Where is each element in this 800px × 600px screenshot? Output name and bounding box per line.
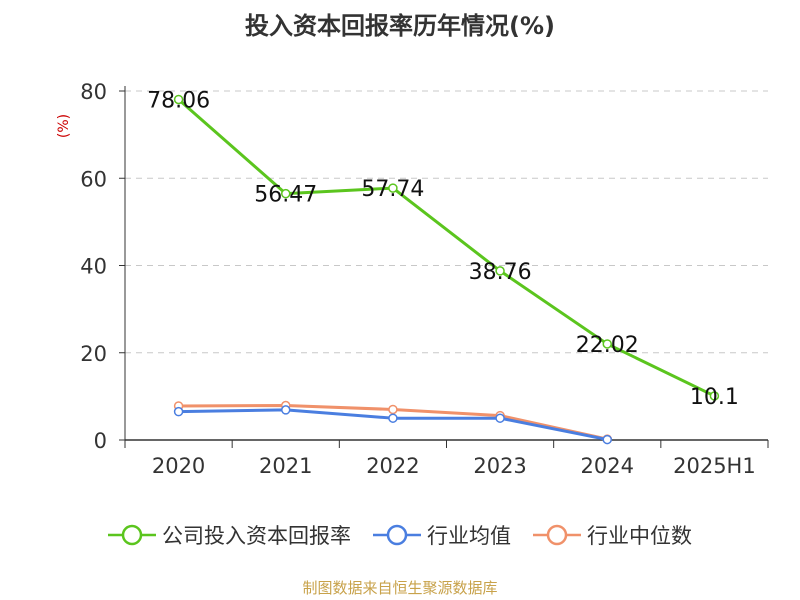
legend-marker-icon: [108, 524, 156, 546]
data-point-0-3: [495, 266, 505, 276]
legend-item-2[interactable]: 行业中位数: [533, 520, 692, 550]
chart-title: 投入资本回报率历年情况(%): [245, 12, 555, 40]
x-tick-label-2025H1: 2025H1: [673, 454, 756, 478]
x-tick-label-2022: 2022: [366, 454, 419, 478]
data-label-4: 22.02: [576, 333, 639, 358]
series-line-0: [177, 98, 716, 398]
data-label-2: 57.74: [361, 177, 424, 202]
data-point-1-3: [495, 413, 505, 423]
legend-item-0[interactable]: 公司投入资本回报率: [108, 520, 351, 550]
y-axis-label: (%): [56, 114, 72, 138]
x-tick-label-2021: 2021: [259, 454, 312, 478]
data-point-0-2: [388, 183, 398, 193]
y-tick-label-20: 20: [80, 342, 107, 366]
data-label-3: 38.76: [469, 260, 532, 285]
data-point-1-4: [602, 434, 612, 445]
data-label-5: 10.1: [690, 385, 739, 410]
x-tick-label-2020: 2020: [152, 454, 205, 478]
source-note: 制图数据来自恒生聚源数据库: [302, 579, 498, 597]
data-point-1-0: [173, 406, 184, 417]
data-point-1-1: [281, 405, 291, 415]
legend-item-1[interactable]: 行业均值: [373, 520, 511, 550]
y-tick-label-0: 0: [94, 429, 107, 453]
y-tick-label-40: 40: [80, 255, 107, 279]
x-tick-label-2024: 2024: [581, 454, 634, 478]
data-point-0-1: [281, 188, 291, 199]
y-tick-label-60: 60: [80, 167, 107, 191]
y-tick-label-80: 80: [80, 80, 107, 104]
data-point-0-5: [709, 391, 720, 401]
data-point-2-2: [388, 404, 398, 415]
legend: 公司投入资本回报率 行业均值 行业中位数: [0, 520, 800, 550]
legend-marker-icon: [533, 524, 581, 546]
data-label-0: 78.06: [147, 88, 210, 113]
data-point-0-4: [602, 339, 612, 349]
data-point-1-2: [388, 413, 398, 423]
data-label-1: 56.47: [254, 183, 317, 208]
legend-label-0: 公司投入资本回报率: [162, 524, 351, 548]
line-chart: 0 20 40 60 80 (%) 2020 2021 2022 2023 2024 2025H1 78…: [56, 80, 769, 478]
legend-marker-icon: [373, 524, 421, 546]
legend-label-1: 行业均值: [427, 524, 511, 548]
x-tick-label-2023: 2023: [473, 454, 526, 478]
legend-label-2: 行业中位数: [587, 524, 692, 548]
data-point-0-0: [173, 94, 184, 105]
